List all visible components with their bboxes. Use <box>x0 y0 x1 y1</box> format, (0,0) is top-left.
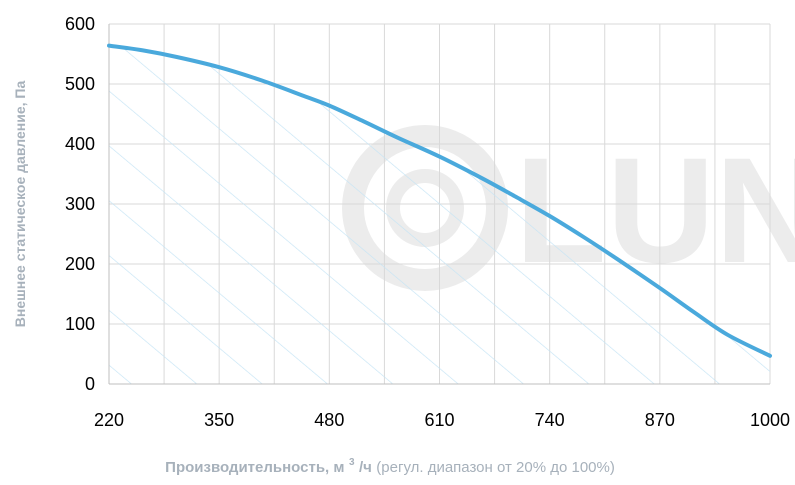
y-tick-label: 400 <box>65 134 95 154</box>
y-tick-label: 200 <box>65 254 95 274</box>
x-tick-label: 610 <box>424 410 454 430</box>
x-axis-title: Производительность, м 3 /ч (регул. диапа… <box>165 452 615 476</box>
series-line <box>107 43 772 358</box>
y-tick-label: 300 <box>65 194 95 214</box>
series-line-group <box>107 43 772 358</box>
y-tick-label: 0 <box>85 374 95 394</box>
x-axis-title-superscript: 3 <box>349 457 355 468</box>
x-axis-title-main: Производительность, м <box>165 459 344 476</box>
x-tick-label: 870 <box>645 410 675 430</box>
x-axis-title-range-note: (регул. диапазон от 20% до 100%) <box>376 459 615 476</box>
y-tick-labels: 0 100 200 300 400 500 600 <box>65 14 95 394</box>
x-tick-label: 740 <box>535 410 565 430</box>
y-tick-label: 100 <box>65 314 95 334</box>
series-area-hatch <box>109 45 770 384</box>
x-tick-label: 220 <box>94 410 124 430</box>
axes <box>108 24 770 385</box>
x-tick-label: 480 <box>314 410 344 430</box>
x-tick-label: 1000 <box>750 410 790 430</box>
y-axis-title: Внешнее статическое давление, Па <box>12 81 28 328</box>
area-fill <box>109 45 770 384</box>
x-tick-label: 350 <box>204 410 234 430</box>
x-axis-title-unit-tail: /ч <box>359 459 372 476</box>
y-tick-label: 500 <box>65 74 95 94</box>
y-tick-label: 600 <box>65 14 95 34</box>
x-tick-labels: 220 350 480 610 740 870 1000 <box>94 410 790 430</box>
